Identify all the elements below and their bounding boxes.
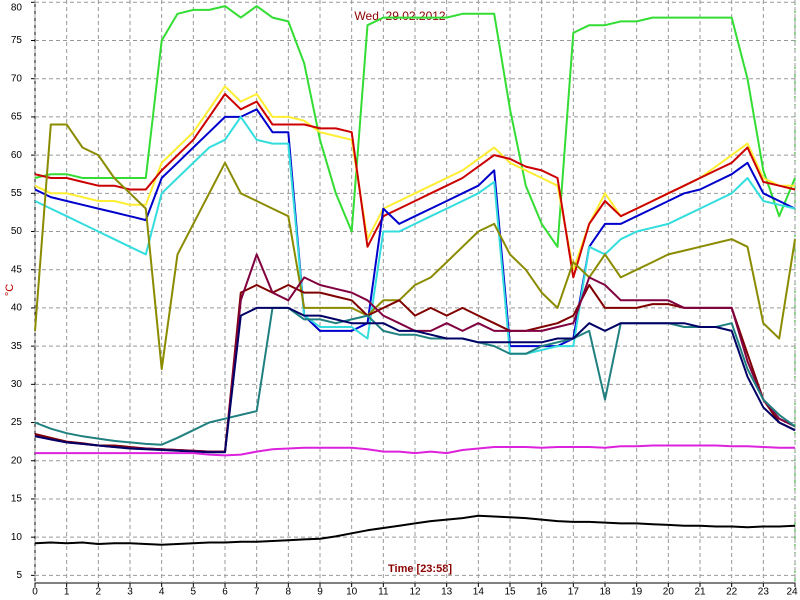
x-tick-label: 16 [536, 587, 548, 598]
y-tick-label: 45 [11, 264, 23, 275]
y-tick-label: 25 [11, 417, 23, 428]
y-tick-label: 30 [11, 379, 23, 390]
x-tick-label: 20 [663, 587, 675, 598]
chart-title: Wed, 29.02.2012 [354, 9, 446, 23]
series-line [34, 306, 796, 454]
series-line [34, 115, 796, 355]
x-tick-label: 15 [504, 587, 516, 598]
y-tick-label: 80 [11, 3, 23, 14]
x-tick-label: 1 [64, 587, 70, 598]
y-tick-label: 70 [11, 73, 23, 84]
series-line [34, 108, 796, 348]
x-tick-label: 23 [758, 587, 770, 598]
series-line [34, 514, 796, 546]
y-axis-label: °C [4, 284, 16, 296]
x-tick-label: 21 [694, 587, 706, 598]
y-tick-label: 10 [11, 532, 23, 543]
x-tick-label: 19 [631, 587, 643, 598]
lines-layer [34, 5, 796, 546]
x-tick-label: 13 [441, 587, 453, 598]
x-tick-label: 18 [599, 587, 611, 598]
y-tick-label: 50 [11, 226, 23, 237]
x-tick-label: 24 [786, 587, 798, 598]
y-tick-label: 35 [11, 341, 23, 352]
series-line [35, 444, 795, 457]
x-tick-label: 12 [409, 587, 421, 598]
x-tick-label: 6 [222, 587, 228, 598]
series-line [34, 5, 796, 248]
grid-layer [31, 0, 796, 587]
y-tick-label: 55 [11, 188, 23, 199]
y-tick-label: 65 [11, 112, 23, 123]
x-tick-label: 14 [473, 587, 485, 598]
x-tick-label: 4 [159, 587, 165, 598]
x-tick-label: 11 [378, 587, 389, 598]
x-axis-label: Time [23:58] [388, 563, 452, 575]
series-line [34, 123, 796, 371]
x-tick-label: 2 [96, 587, 102, 598]
x-tick-label: 3 [127, 587, 133, 598]
x-tick-label: 10 [346, 587, 358, 598]
x-tick-label: 8 [286, 587, 292, 598]
series-line [34, 93, 796, 279]
x-tick-label: 22 [726, 587, 738, 598]
x-tick-label: 17 [568, 587, 580, 598]
y-tick-label: 5 [16, 570, 22, 581]
y-tick-label: 20 [11, 455, 23, 466]
y-tick-label: 40 [11, 303, 23, 314]
x-tick-label: 0 [32, 587, 38, 598]
y-tick-label: 75 [11, 35, 23, 46]
x-tick-label: 7 [254, 587, 260, 598]
x-tick-label: 5 [191, 587, 197, 598]
y-tick-label: 60 [11, 150, 23, 161]
x-tick-label: 9 [317, 587, 323, 598]
y-tick-label: 15 [11, 494, 23, 505]
